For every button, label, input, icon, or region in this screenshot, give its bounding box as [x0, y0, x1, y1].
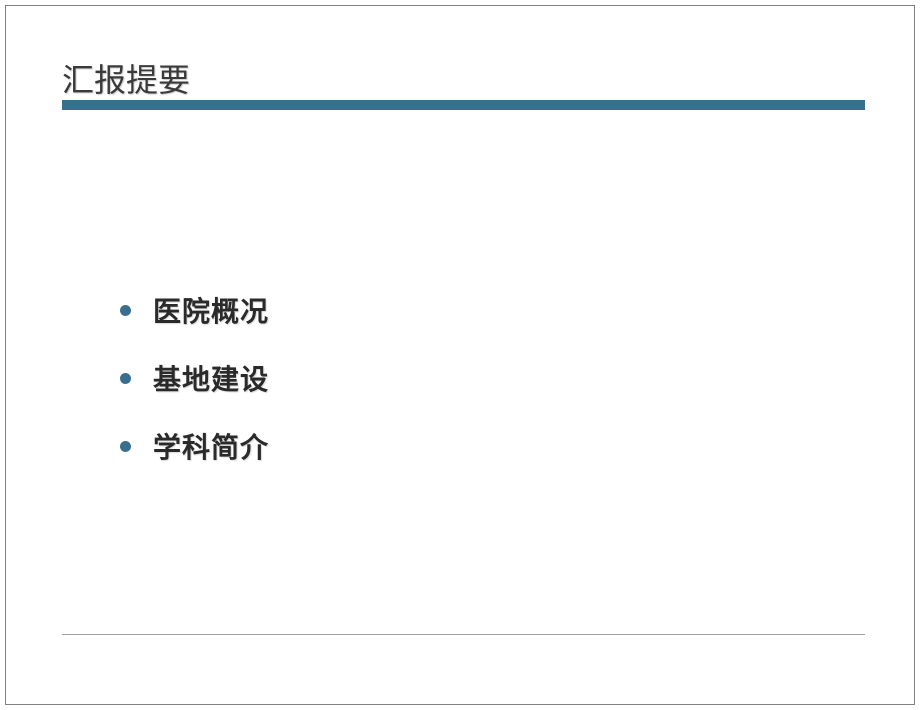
bullet-item: 学科简介: [120, 426, 269, 466]
bullet-item: 医院概况: [120, 290, 269, 330]
bullet-marker-icon: [120, 373, 131, 384]
bullet-text: 基地建设: [153, 358, 269, 398]
bullet-item: 基地建设: [120, 358, 269, 398]
bottom-divider: [62, 634, 865, 635]
bullet-text: 学科简介: [153, 426, 269, 466]
bullet-text: 医院概况: [153, 290, 269, 330]
bullet-marker-icon: [120, 305, 131, 316]
bullet-list: 医院概况 基地建设 学科简介: [120, 290, 269, 494]
slide-title: 汇报提要: [62, 55, 190, 101]
title-underline: [62, 100, 865, 110]
bullet-marker-icon: [120, 441, 131, 452]
